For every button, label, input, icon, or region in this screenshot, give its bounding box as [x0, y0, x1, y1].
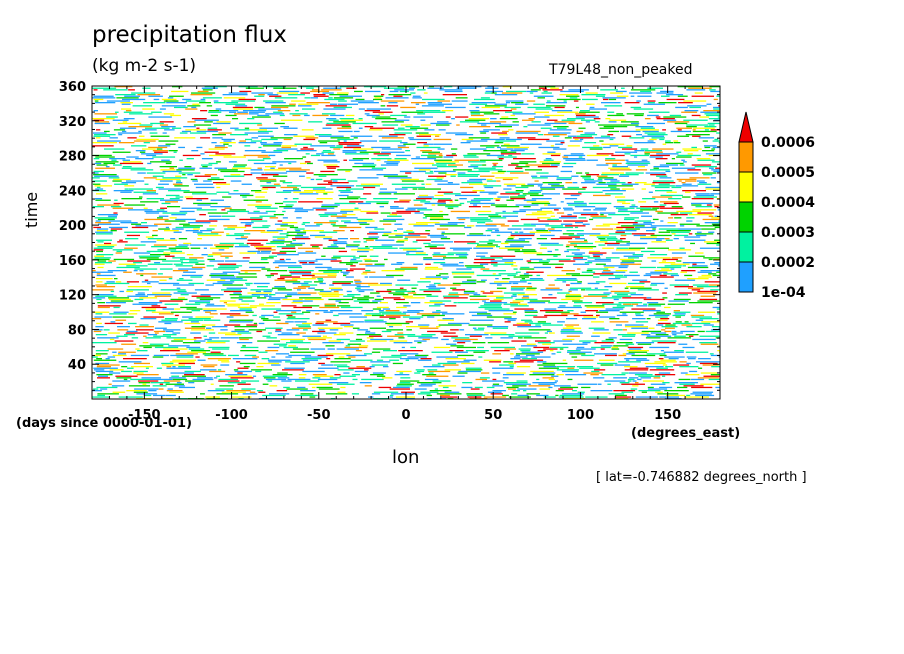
x-tick-label: -50 [307, 408, 331, 423]
y-axis-units: (days since 0000-01-01) [16, 416, 192, 431]
chart-units: (kg m-2 s-1) [92, 56, 197, 76]
colorbar-box [738, 261, 754, 293]
colorbar-box [738, 201, 754, 233]
colorbar-box [738, 231, 754, 263]
colorbar-box [738, 141, 754, 173]
x-tick-label: -150 [128, 408, 161, 423]
x-tick-label: 0 [401, 408, 410, 423]
x-tick-label: 50 [484, 408, 502, 423]
y-tick-label: 40 [68, 358, 86, 373]
y-axis-ticks: 40 80 120 160 200 240 280 320 360 [59, 80, 720, 391]
colorbar-label: 0.0002 [761, 255, 815, 271]
y-tick-label: 120 [59, 289, 86, 304]
y-tick-label: 80 [68, 323, 86, 338]
x-tick-label: -100 [215, 408, 248, 423]
heatmap-field [92, 86, 720, 400]
y-tick-label: 360 [59, 80, 86, 95]
chart-title: precipitation flux [92, 22, 287, 48]
y-tick-label: 280 [59, 150, 86, 165]
colorbar-label: 0.0006 [761, 135, 815, 151]
x-axis-units: (degrees_east) [631, 426, 741, 441]
y-tick-label: 320 [59, 115, 86, 130]
x-tick-label: 100 [567, 408, 594, 423]
run-label: T79L48_non_peaked [549, 62, 693, 78]
colorbar-label: 0.0003 [761, 225, 815, 241]
colorbar-label: 0.0004 [761, 195, 815, 211]
latitude-note: [ lat=-0.746882 degrees_north ] [596, 470, 807, 485]
y-tick-label: 240 [59, 184, 86, 199]
x-axis-ticks: -150 -100 -50 0 50 100 150 [108, 86, 704, 423]
colorbar-box [738, 171, 754, 203]
y-tick-label: 160 [59, 254, 86, 269]
y-tick-label: 200 [59, 219, 86, 234]
x-axis-label: lon [392, 447, 420, 468]
x-tick-label: 150 [654, 408, 681, 423]
colorbar-extend-triangle [738, 111, 754, 143]
colorbar-label: 1e-04 [761, 285, 806, 301]
colorbar-label: 0.0005 [761, 165, 815, 181]
colorbar: 1e-04 0.0002 0.0003 0.0004 0.0005 0.0006 [738, 111, 815, 301]
